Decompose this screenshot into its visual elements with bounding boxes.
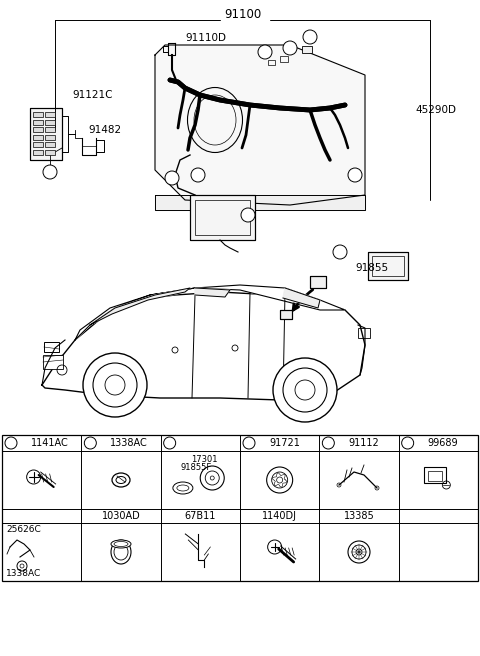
Bar xyxy=(33,150,43,155)
Text: 91100: 91100 xyxy=(224,7,262,20)
Text: 1338AC: 1338AC xyxy=(110,438,148,448)
Text: 25626C: 25626C xyxy=(7,525,41,535)
Text: e: e xyxy=(326,438,331,447)
Text: 17301: 17301 xyxy=(191,455,217,464)
Text: a: a xyxy=(9,438,13,447)
Circle shape xyxy=(323,437,335,449)
Circle shape xyxy=(258,45,272,59)
Circle shape xyxy=(165,171,179,185)
Text: d: d xyxy=(246,438,252,447)
Bar xyxy=(45,112,55,117)
Bar xyxy=(268,60,275,65)
Text: b: b xyxy=(47,167,53,176)
Polygon shape xyxy=(283,288,320,308)
Circle shape xyxy=(348,168,362,182)
Bar xyxy=(33,119,43,125)
Bar xyxy=(30,108,62,160)
Text: 1338AC: 1338AC xyxy=(6,569,42,579)
Bar xyxy=(310,276,326,288)
Text: a: a xyxy=(352,171,358,180)
Text: f: f xyxy=(406,438,409,447)
Polygon shape xyxy=(42,292,365,400)
Circle shape xyxy=(402,437,414,449)
Bar xyxy=(280,310,292,319)
Text: 1140DJ: 1140DJ xyxy=(262,511,297,521)
Bar xyxy=(45,150,55,155)
Bar xyxy=(190,195,255,240)
Bar xyxy=(280,310,292,319)
Text: 91482: 91482 xyxy=(88,125,121,135)
Circle shape xyxy=(191,168,205,182)
Text: e: e xyxy=(262,47,268,56)
Circle shape xyxy=(283,41,297,55)
Circle shape xyxy=(5,437,17,449)
Text: 67B11: 67B11 xyxy=(185,511,216,521)
Bar xyxy=(45,134,55,140)
Ellipse shape xyxy=(111,540,131,548)
Bar xyxy=(45,142,55,147)
Text: 1030AD: 1030AD xyxy=(102,511,140,521)
Circle shape xyxy=(241,208,255,222)
Bar xyxy=(43,355,63,369)
Text: b: b xyxy=(195,171,201,180)
Bar xyxy=(33,112,43,117)
Bar xyxy=(368,252,408,280)
Circle shape xyxy=(303,30,317,44)
Bar xyxy=(302,46,312,53)
Bar xyxy=(30,108,62,160)
Bar xyxy=(280,56,288,62)
Text: 91121C: 91121C xyxy=(72,90,112,100)
Text: 13385: 13385 xyxy=(344,511,374,521)
Text: 91855: 91855 xyxy=(355,263,388,273)
Text: 91110D: 91110D xyxy=(185,33,226,43)
Bar xyxy=(190,195,255,240)
Bar xyxy=(33,142,43,147)
Bar xyxy=(44,342,59,352)
Polygon shape xyxy=(90,288,190,325)
Bar xyxy=(33,134,43,140)
Polygon shape xyxy=(155,195,365,210)
Bar xyxy=(358,328,370,338)
Bar xyxy=(45,119,55,125)
Text: 91721: 91721 xyxy=(269,438,300,448)
Text: 99689: 99689 xyxy=(428,438,458,448)
Circle shape xyxy=(243,437,255,449)
Text: c: c xyxy=(288,43,292,52)
Circle shape xyxy=(43,165,57,179)
Text: b: b xyxy=(88,438,93,447)
Text: a: a xyxy=(169,173,175,182)
Bar xyxy=(45,127,55,132)
Text: c: c xyxy=(168,438,172,447)
Bar xyxy=(424,467,446,483)
Text: b: b xyxy=(337,247,343,256)
Polygon shape xyxy=(155,45,365,205)
Text: 91855F: 91855F xyxy=(181,462,212,472)
Bar xyxy=(33,127,43,132)
Bar xyxy=(195,200,250,235)
Circle shape xyxy=(83,353,147,417)
Circle shape xyxy=(164,437,176,449)
Text: 45290D: 45290D xyxy=(415,105,456,115)
Polygon shape xyxy=(195,288,230,297)
Polygon shape xyxy=(75,285,345,340)
Text: d: d xyxy=(307,33,313,41)
Bar xyxy=(428,471,443,481)
Circle shape xyxy=(84,437,96,449)
Bar xyxy=(368,252,408,280)
Circle shape xyxy=(273,358,337,422)
Text: 91112: 91112 xyxy=(348,438,379,448)
Bar xyxy=(2,435,478,581)
Bar xyxy=(372,256,404,276)
Text: 1141AC: 1141AC xyxy=(31,438,69,448)
Circle shape xyxy=(333,245,347,259)
Text: f: f xyxy=(246,211,250,220)
Bar xyxy=(310,276,326,288)
